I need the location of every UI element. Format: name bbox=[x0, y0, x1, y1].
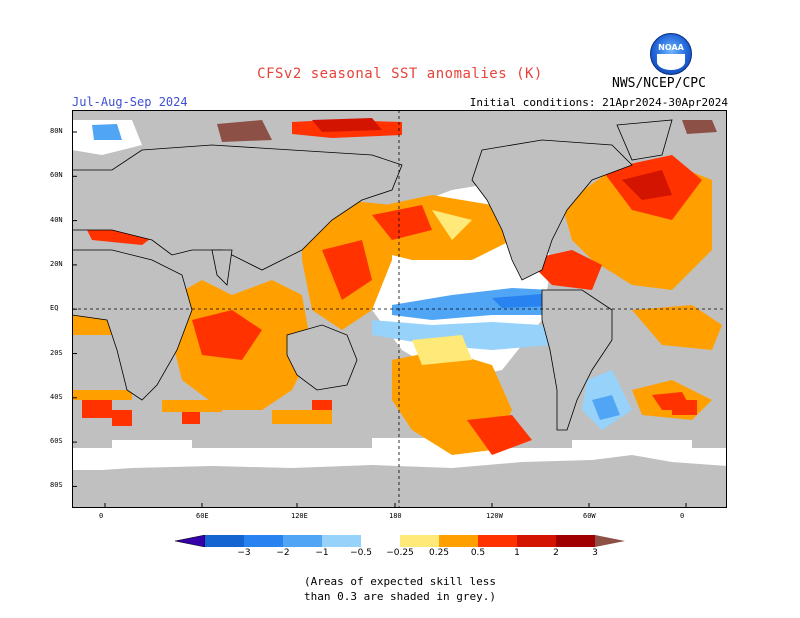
skill-note-line-1: (Areas of expected skill less bbox=[303, 575, 497, 588]
colorbar-segment bbox=[361, 535, 401, 547]
arctic-brown bbox=[217, 120, 272, 142]
antarctica-land bbox=[72, 455, 727, 508]
colorbar-label: −2 bbox=[276, 548, 290, 558]
colorbar-segment bbox=[400, 535, 440, 547]
longitude-label: 180 bbox=[389, 512, 402, 520]
colorbar-min-arrow bbox=[175, 535, 206, 547]
seagull-shape bbox=[657, 54, 685, 70]
initial-conditions-label: Initial conditions: 21Apr2024-30Apr2024 bbox=[469, 96, 728, 109]
sst-anomaly-map bbox=[72, 110, 727, 508]
latitude-label: 60N bbox=[50, 171, 63, 180]
india-land bbox=[211, 249, 233, 286]
logo-text: NOAA bbox=[658, 43, 684, 52]
colorbar-label: 0.25 bbox=[428, 548, 450, 558]
greenland-land bbox=[616, 119, 673, 161]
australia-land bbox=[286, 324, 358, 391]
latitude-label: 60S bbox=[50, 437, 63, 446]
eurasia-land bbox=[72, 144, 403, 271]
longitude-label: 120E bbox=[291, 512, 308, 520]
continents bbox=[72, 119, 673, 431]
map-title: CFSv2 seasonal SST anomalies (K) bbox=[257, 66, 543, 82]
colorbar-segment bbox=[478, 535, 518, 547]
colorbar-segment bbox=[517, 535, 557, 547]
longitude-label: 60W bbox=[583, 512, 596, 520]
colorbar-label: −3 bbox=[237, 548, 251, 558]
colorbar-segment bbox=[283, 535, 323, 547]
skill-note-line-2: than 0.3 are shaded in grey.) bbox=[303, 590, 497, 603]
colorbar-label: 1 bbox=[514, 548, 520, 558]
colorbar bbox=[175, 535, 625, 547]
colorbar-max-arrow bbox=[595, 535, 625, 547]
south-atlantic-warm bbox=[632, 305, 722, 350]
latitude-label: 80S bbox=[50, 481, 63, 490]
colorbar-segment bbox=[244, 535, 284, 547]
colorbar-label: −0.25 bbox=[386, 548, 414, 558]
season-label: Jul-Aug-Sep 2024 bbox=[72, 95, 188, 109]
colorbar-label: −1 bbox=[315, 548, 329, 558]
latitude-label: 20N bbox=[50, 259, 63, 268]
colorbar-segment bbox=[205, 535, 245, 547]
colorbar-segment bbox=[439, 535, 479, 547]
south-america-land bbox=[541, 289, 613, 431]
colorbar-label: 3 bbox=[592, 548, 598, 558]
colorbar-label: −0.5 bbox=[350, 548, 372, 558]
latitude-label: 20S bbox=[50, 348, 63, 357]
colorbar-label: 0.5 bbox=[470, 548, 486, 558]
longitude-label: 60E bbox=[196, 512, 209, 520]
north-america-land bbox=[471, 139, 633, 281]
latitude-label: EQ bbox=[50, 304, 59, 313]
colorbar-label: 2 bbox=[553, 548, 559, 558]
colorbar-segment bbox=[556, 535, 596, 547]
longitude-label: 120W bbox=[486, 512, 503, 520]
colorbar-segment bbox=[322, 535, 362, 547]
noaa-logo: NOAA bbox=[650, 33, 692, 75]
latitude-label: 80N bbox=[50, 127, 63, 135]
agency-label: NWS/NCEP/CPC bbox=[612, 76, 706, 91]
africa-land bbox=[72, 249, 193, 401]
longitude-label: 0 bbox=[680, 512, 685, 520]
latitude-label: 40S bbox=[50, 392, 63, 401]
longitude-label: 0 bbox=[99, 512, 104, 520]
latitude-label: 40N bbox=[50, 215, 63, 224]
